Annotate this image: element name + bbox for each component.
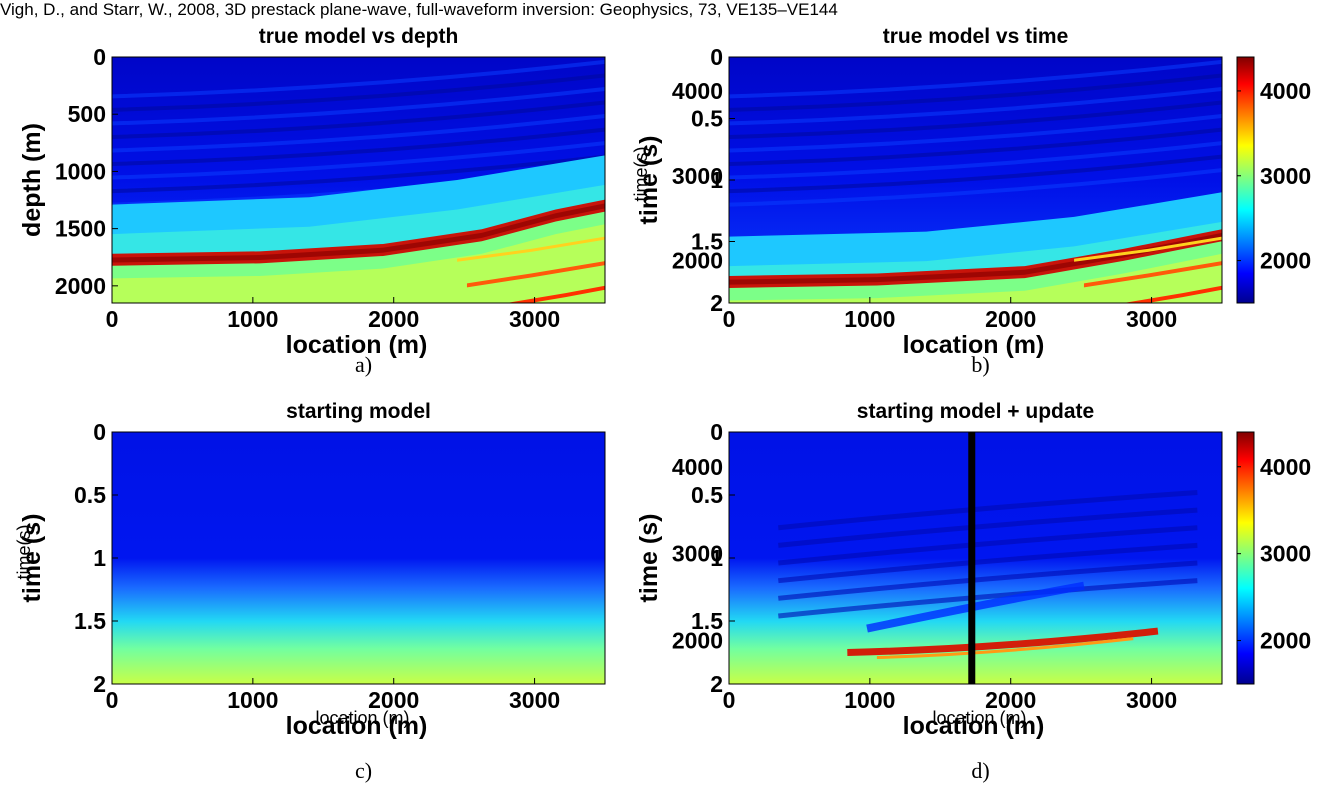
overlay-tick-label: 3000 <box>672 541 723 567</box>
colorbar-tick-label: 3000 <box>1260 163 1311 189</box>
x-tick-label: 3000 <box>509 687 560 713</box>
chart-title: true model vs depth <box>259 25 459 48</box>
panel-label: c) <box>355 758 372 783</box>
y-tick-label: 2000 <box>55 273 106 299</box>
x-tick-label: 2000 <box>368 306 419 332</box>
x-tick-label: 3000 <box>1126 687 1177 713</box>
chart-title: true model vs time <box>883 25 1069 48</box>
x-axis-label: location (m) <box>286 331 428 359</box>
y-tick-label: 0.5 <box>74 482 106 508</box>
chart-title: starting model + update <box>857 400 1094 423</box>
x-axis-label-overlay: location (m) <box>315 708 409 728</box>
y-tick-label: 1.5 <box>74 608 106 634</box>
colorbar-tick-label: 2000 <box>1260 628 1311 654</box>
colorbar-tick-label: 3000 <box>1260 541 1311 567</box>
overlay-tick-label: 2000 <box>672 628 723 654</box>
y-axis-label-overlay: time(s) <box>14 525 34 580</box>
x-axis-label-overlay: location (m) <box>932 708 1026 728</box>
x-tick-label: 0 <box>106 306 119 332</box>
overlay-tick-label: 4000 <box>672 454 723 480</box>
y-tick-label: 1500 <box>55 216 106 242</box>
x-tick-label: 0 <box>723 306 736 332</box>
y-axis-label: time (s) <box>635 514 663 603</box>
overlay-tick-label: 3000 <box>672 163 723 189</box>
y-axis-label-overlay: time(s) <box>631 147 651 202</box>
figure-caption: Vigh, D., and Starr, W., 2008, 3D presta… <box>0 0 838 19</box>
colorbar-tick-label: 4000 <box>1260 78 1311 104</box>
x-axis-label: location (m) <box>903 712 1045 740</box>
colorbar-tick-label: 2000 <box>1260 248 1311 274</box>
y-tick-label: 1 <box>710 545 723 571</box>
panel-label: d) <box>971 758 989 783</box>
x-tick-label: 2000 <box>368 687 419 713</box>
x-tick-label: 3000 <box>1126 306 1177 332</box>
overlay-tick-label: 2000 <box>672 248 723 274</box>
y-tick-label: 1000 <box>55 158 106 184</box>
y-tick-label: 1.5 <box>691 229 723 255</box>
y-tick-label: 0.5 <box>691 482 723 508</box>
chart-title: starting model <box>286 400 431 423</box>
x-tick-label: 1000 <box>227 687 278 713</box>
x-tick-label: 1000 <box>844 687 895 713</box>
y-tick-label: 0.5 <box>691 106 723 132</box>
y-tick-label: 2 <box>710 671 723 697</box>
y-tick-label: 0 <box>93 419 106 445</box>
y-tick-label: 500 <box>68 101 106 127</box>
y-axis-label: time (s) <box>635 136 663 225</box>
y-tick-label: 0 <box>710 44 723 70</box>
y-axis-label: time (s) <box>18 514 46 603</box>
x-tick-label: 1000 <box>227 306 278 332</box>
x-tick-label: 2000 <box>985 306 1036 332</box>
colorbar-tick-label: 4000 <box>1260 454 1311 480</box>
y-tick-label: 2 <box>93 671 106 697</box>
y-axis-label: depth (m) <box>18 123 46 237</box>
x-tick-label: 1000 <box>844 306 895 332</box>
panel-label: b) <box>971 352 989 377</box>
panel-label: a) <box>355 352 372 377</box>
y-tick-label: 1 <box>93 545 106 571</box>
x-tick-label: 0 <box>106 687 119 713</box>
y-tick-label: 0 <box>93 44 106 70</box>
x-tick-label: 2000 <box>985 687 1036 713</box>
x-tick-label: 3000 <box>509 306 560 332</box>
y-tick-label: 0 <box>710 419 723 445</box>
x-tick-label: 0 <box>723 687 736 713</box>
y-tick-label: 1 <box>710 167 723 193</box>
marker-line <box>968 432 976 684</box>
overlay-tick-label: 4000 <box>672 78 723 104</box>
x-axis-label: location (m) <box>903 331 1045 359</box>
y-tick-label: 2 <box>710 290 723 316</box>
x-axis-label: location (m) <box>286 712 428 740</box>
y-tick-label: 1.5 <box>691 608 723 634</box>
